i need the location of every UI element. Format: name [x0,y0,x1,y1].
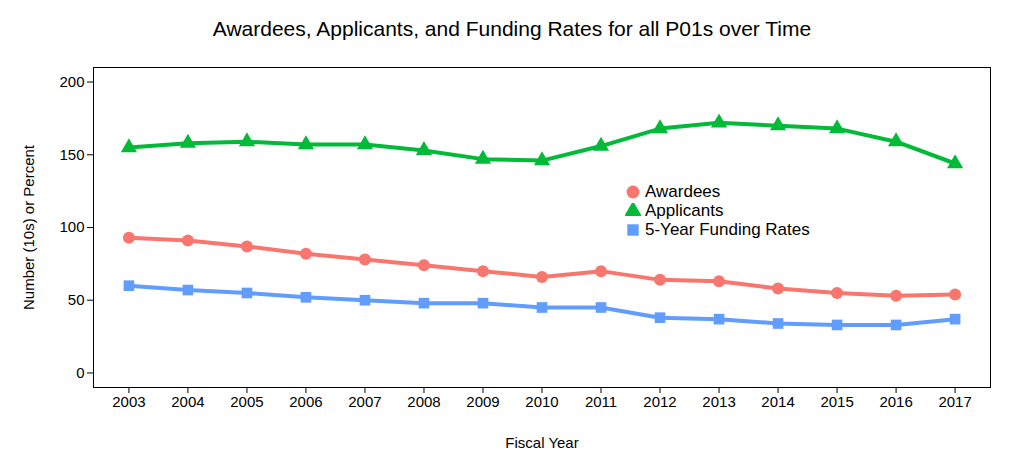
svg-text:200: 200 [59,73,84,90]
svg-text:2006: 2006 [289,393,322,410]
svg-text:2003: 2003 [112,393,145,410]
svg-text:Number (10s) or Percent: Number (10s) or Percent [20,144,37,310]
svg-text:150: 150 [59,146,84,163]
svg-text:2014: 2014 [761,393,794,410]
svg-text:2005: 2005 [230,393,263,410]
html-text:Applicants: Applicants [645,200,724,220]
svg-text:100: 100 [59,218,84,235]
svg-text:2015: 2015 [820,393,853,410]
svg-text:2017: 2017 [938,393,971,410]
svg-text:50: 50 [68,291,85,308]
html-text:5-Year Funding Rates: 5-Year Funding Rates [645,219,810,239]
svg-text:Fiscal Year: Fiscal Year [505,434,578,451]
html-text:Awardees: Awardees [645,181,721,201]
svg-text:2004: 2004 [171,393,204,410]
svg-text:2011: 2011 [585,393,617,410]
svg-text:2016: 2016 [879,393,912,410]
svg-text:2009: 2009 [466,393,499,410]
html-text:Awardees, Applicants, and Fund: Awardees, Applicants, and Funding Rates … [212,17,812,40]
svg-text:2008: 2008 [407,393,440,410]
svg-text:0: 0 [76,364,84,381]
svg-text:2012: 2012 [643,393,676,410]
svg-text:2010: 2010 [525,393,558,410]
svg-text:2013: 2013 [702,393,735,410]
svg-text:2007: 2007 [348,393,381,410]
